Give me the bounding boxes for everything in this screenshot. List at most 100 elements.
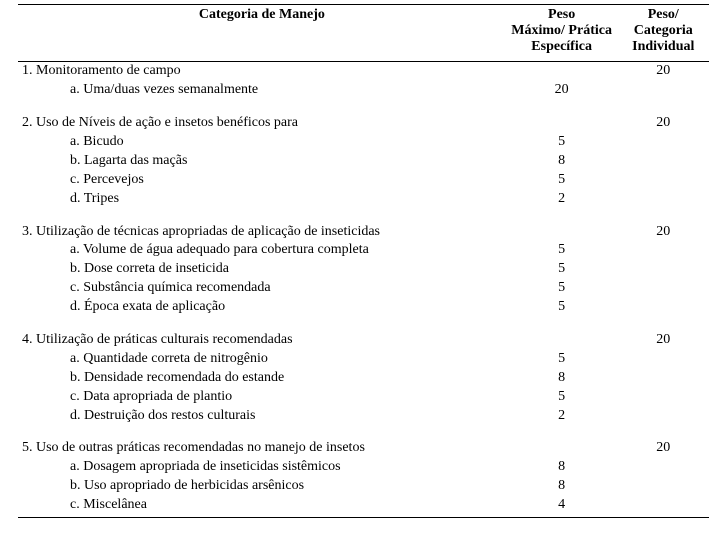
item-label-cell: a. Uma/duas vezes semanalmente — [18, 81, 506, 100]
item-peso: 8 — [506, 458, 618, 477]
section-title-row: 5. Uso de outras práticas recomendadas n… — [18, 439, 709, 458]
item-peso: 5 — [506, 133, 618, 152]
table-row: a. Bicudo5 — [18, 133, 709, 152]
item-label: a. Quantidade correta de nitrogênio — [18, 350, 502, 369]
table-row: c. Substância química recomendada5 — [18, 279, 709, 298]
item-label-cell: d. Destruição dos restos culturais — [18, 407, 506, 426]
spacer-row — [18, 209, 709, 223]
section-peso-empty — [506, 114, 618, 133]
item-catind-empty — [618, 369, 709, 388]
item-catind-empty — [618, 388, 709, 407]
item-label: d. Época exata de aplicação — [18, 298, 502, 317]
item-label-cell: b. Lagarta das maçãs — [18, 152, 506, 171]
header-catind-l1: Peso/ — [648, 7, 679, 22]
item-peso: 5 — [506, 350, 618, 369]
section-title-row: 2. Uso de Níveis de ação e insetos benéf… — [18, 114, 709, 133]
section-peso-empty — [506, 439, 618, 458]
item-catind-empty — [618, 496, 709, 517]
table-row: c. Percevejos5 — [18, 171, 709, 190]
item-label-cell: a. Bicudo — [18, 133, 506, 152]
manejo-table: Categoria de Manejo Peso Máximo/ Prática… — [18, 4, 709, 518]
section-title: 3. Utilização de técnicas apropriadas de… — [18, 223, 502, 242]
header-catind-l2: Categoria — [634, 23, 693, 38]
section-categoria-individual: 20 — [618, 223, 709, 242]
item-catind-empty — [618, 407, 709, 426]
item-label: c. Miscelânea — [18, 496, 502, 515]
header-categoria-individual: Peso/ Categoria Individual — [618, 5, 709, 62]
item-peso: 4 — [506, 496, 618, 517]
section-title: 1. Monitoramento de campo — [18, 62, 502, 81]
section-peso-empty — [506, 223, 618, 242]
item-catind-empty — [618, 298, 709, 317]
item-peso: 8 — [506, 477, 618, 496]
table-row: d. Destruição dos restos culturais2 — [18, 407, 709, 426]
item-peso: 5 — [506, 241, 618, 260]
item-peso: 8 — [506, 369, 618, 388]
item-catind-empty — [618, 458, 709, 477]
table-row: a. Dosagem apropriada de inseticidas sis… — [18, 458, 709, 477]
item-catind-empty — [618, 350, 709, 369]
item-catind-empty — [618, 260, 709, 279]
item-label-cell: a. Quantidade correta de nitrogênio — [18, 350, 506, 369]
table-row: c. Miscelânea4 — [18, 496, 709, 517]
section-categoria-individual: 20 — [618, 114, 709, 133]
item-peso: 2 — [506, 190, 618, 209]
item-label: a. Uma/duas vezes semanalmente — [18, 81, 502, 100]
table-row: d. Tripes2 — [18, 190, 709, 209]
spacer-cell — [18, 209, 709, 223]
item-label: b. Lagarta das maçãs — [18, 152, 502, 171]
table-row: a. Volume de água adequado para cobertur… — [18, 241, 709, 260]
table-row: c. Data apropriada de plantio5 — [18, 388, 709, 407]
item-label-cell: b. Uso apropriado de herbicidas arsênico… — [18, 477, 506, 496]
spacer-row — [18, 317, 709, 331]
header-peso-l2: Máximo/ Prática — [511, 23, 612, 38]
section-title-cell: 4. Utilização de práticas culturais reco… — [18, 331, 506, 350]
item-peso: 8 — [506, 152, 618, 171]
table-row: b. Uso apropriado de herbicidas arsênico… — [18, 477, 709, 496]
section-peso-empty — [506, 62, 618, 81]
item-catind-empty — [618, 190, 709, 209]
item-label-cell: a. Dosagem apropriada de inseticidas sis… — [18, 458, 506, 477]
section-title: 2. Uso de Níveis de ação e insetos benéf… — [18, 114, 502, 133]
item-peso: 2 — [506, 407, 618, 426]
item-label-cell: a. Volume de água adequado para cobertur… — [18, 241, 506, 260]
item-label-cell: c. Miscelânea — [18, 496, 506, 517]
item-catind-empty — [618, 241, 709, 260]
section-title-row: 3. Utilização de técnicas apropriadas de… — [18, 223, 709, 242]
table-body: 1. Monitoramento de campo 20 a. Uma/duas v… — [18, 62, 709, 518]
item-label: d. Tripes — [18, 190, 502, 209]
spacer-row — [18, 100, 709, 114]
spacer-row — [18, 425, 709, 439]
header-catind-l3: Individual — [632, 39, 694, 54]
item-label-cell: d. Tripes — [18, 190, 506, 209]
section-title-cell: 2. Uso de Níveis de ação e insetos benéf… — [18, 114, 506, 133]
item-label-cell: c. Substância química recomendada — [18, 279, 506, 298]
header-categoria: Categoria de Manejo — [18, 5, 506, 62]
item-label: b. Dose correta de inseticida — [18, 260, 502, 279]
item-label: a. Bicudo — [18, 133, 502, 152]
item-label: a. Dosagem apropriada de inseticidas sis… — [18, 458, 502, 477]
item-catind-empty — [618, 279, 709, 298]
item-label: b. Densidade recomendada do estande — [18, 369, 502, 388]
header-peso: Peso Máximo/ Prática Específica — [506, 5, 618, 62]
header-categoria-text: Categoria de Manejo — [199, 7, 325, 22]
section-title-cell: 5. Uso de outras práticas recomendadas n… — [18, 439, 506, 458]
item-catind-empty — [618, 81, 709, 100]
table-row: b. Dose correta de inseticida5 — [18, 260, 709, 279]
section-title-row: 4. Utilização de práticas culturais reco… — [18, 331, 709, 350]
item-peso: 5 — [506, 388, 618, 407]
item-catind-empty — [618, 171, 709, 190]
item-catind-empty — [618, 133, 709, 152]
table-row: a. Quantidade correta de nitrogênio5 — [18, 350, 709, 369]
table-row: a. Uma/duas vezes semanalmente20 — [18, 81, 709, 100]
spacer-cell — [18, 425, 709, 439]
section-categoria-individual: 20 — [618, 439, 709, 458]
item-label-cell: c. Percevejos — [18, 171, 506, 190]
item-label-cell: b. Dose correta de inseticida — [18, 260, 506, 279]
section-categoria-individual: 20 — [618, 331, 709, 350]
section-peso-empty — [506, 331, 618, 350]
item-label-cell: c. Data apropriada de plantio — [18, 388, 506, 407]
spacer-cell — [18, 100, 709, 114]
section-title: 5. Uso de outras práticas recomendadas n… — [18, 439, 502, 458]
section-title: 4. Utilização de práticas culturais reco… — [18, 331, 502, 350]
